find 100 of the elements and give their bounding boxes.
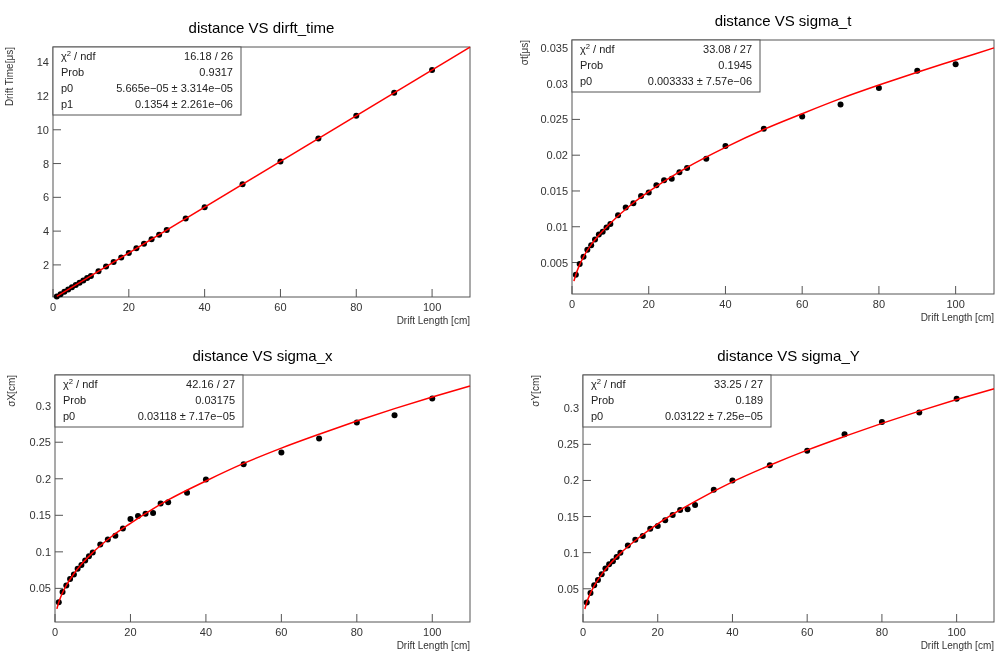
x-tick-label: 100	[423, 626, 442, 638]
annotation: 0.1945	[718, 59, 752, 71]
annotation: 0.9317	[199, 66, 233, 78]
y-tick-label: 0.1	[35, 545, 51, 558]
y-tick-label: 0.05	[29, 582, 51, 595]
annotation: χ$^{2}$ / ndf	[591, 376, 627, 390]
y-tick-label: 0.015	[540, 184, 568, 197]
annotation: χ$^{2}$ / ndf	[580, 41, 616, 55]
annotation: 0.03175	[195, 394, 235, 406]
annotation: Prob	[63, 394, 87, 406]
annotation: p1	[61, 98, 74, 110]
y-tick-label: 0.3	[563, 402, 579, 415]
x-tick-label: 80	[350, 301, 363, 313]
annotation: 16.18 / 26	[184, 50, 233, 62]
annotation: 0.003333 ± 7.57e−06	[647, 75, 752, 87]
x-axis-title: Drift Length [cm]	[396, 315, 471, 326]
chart-title: distance VS sigma_t	[714, 12, 853, 29]
x-tick-label: 20	[122, 301, 135, 313]
chart-title: distance VS sigma_x	[192, 347, 334, 364]
x-tick-label: 40	[198, 301, 211, 313]
point	[875, 84, 882, 91]
point	[837, 101, 844, 108]
chart-title: distance VS dirft_time	[188, 19, 335, 36]
annotation: 42.16 / 27	[186, 378, 235, 390]
annotation: p0	[591, 410, 604, 422]
y-tick-label: 0.15	[29, 509, 51, 522]
annotation: p0	[61, 82, 74, 94]
x-tick-label: 80	[875, 626, 889, 638]
x-tick-label: 40	[199, 626, 213, 638]
x-tick-label: 60	[796, 298, 809, 310]
point	[692, 502, 699, 508]
x-tick-label: 20	[642, 298, 655, 310]
x-tick-label: 80	[872, 298, 886, 310]
annotation: 0.189	[735, 394, 763, 406]
x-tick-label: 60	[274, 301, 287, 313]
y-tick-label: 0.025	[540, 113, 568, 126]
x-tick-label: 0	[51, 626, 59, 638]
line-series	[573, 47, 995, 282]
y-tick-label: 0.01	[546, 220, 568, 233]
x-tick-label: 0	[579, 626, 587, 638]
x-axis-title: Drift Length [cm]	[920, 312, 995, 323]
x-tick-label: 80	[350, 626, 363, 638]
point	[150, 510, 157, 517]
x-tick-label: 100	[422, 301, 442, 313]
annotation: Prob	[61, 66, 85, 78]
point	[684, 506, 691, 513]
y-tick-label: 0.035	[540, 41, 568, 54]
y-tick-label: 0.25	[29, 436, 51, 449]
x-tick-label: 60	[801, 626, 814, 638]
x-axis-title: Drift Length [cm]	[920, 640, 995, 651]
annotation: 33.25 / 27	[714, 378, 763, 390]
y-tick-label: 0.1	[563, 546, 579, 559]
y-tick-label: 0.05	[557, 582, 579, 595]
y-tick-label: 0.15	[557, 510, 579, 523]
annotation: 33.08 / 27	[703, 43, 752, 55]
x-tick-label: 0	[568, 298, 576, 310]
point	[799, 113, 806, 120]
y-tick-label: 10	[36, 123, 49, 136]
y-tick-label: 14	[36, 56, 49, 69]
annotation: 0.1354 ± 2.261e−06	[134, 98, 233, 110]
chart-title: distance VS sigma_Y	[717, 347, 860, 364]
x-tick-label: 40	[726, 626, 739, 638]
annotation: Prob	[591, 394, 615, 406]
annotation: 0.03118 ± 7.17e−05	[137, 410, 235, 422]
y-axis-title: Drift Time[μs]	[4, 46, 15, 107]
y-tick-label: 0.2	[563, 474, 579, 487]
y-axis-title: σY[cm]	[530, 374, 541, 407]
x-axis-title: Drift Length [cm]	[396, 640, 471, 651]
point	[391, 412, 398, 419]
x-tick-label: 100	[946, 298, 965, 310]
x-tick-label: 20	[124, 626, 137, 638]
x-tick-label: 0	[49, 301, 57, 313]
x-tick-label: 20	[651, 626, 664, 638]
annotation: Prob	[580, 59, 604, 71]
point	[127, 515, 134, 522]
y-tick-label: 0.02	[546, 149, 568, 162]
y-tick-label: 0.005	[540, 256, 568, 269]
y-tick-label: 8	[42, 157, 49, 170]
y-axis-title: σt[μs]	[519, 39, 530, 66]
y-tick-label: 12	[36, 89, 49, 102]
annotation: 0.03122 ± 7.25e−05	[664, 410, 763, 422]
annotation: p0	[63, 410, 76, 422]
y-tick-label: 0.2	[35, 472, 51, 485]
y-tick-label: 4	[42, 225, 49, 238]
x-tick-label: 100	[947, 626, 966, 638]
annotation: χ$^{2}$ / ndf	[61, 48, 97, 62]
y-axis-title: σX[cm]	[6, 374, 17, 407]
annotation: p0	[580, 75, 593, 87]
y-tick-label: 0.03	[546, 77, 568, 90]
point	[952, 61, 959, 68]
x-tick-label: 40	[719, 298, 732, 310]
x-tick-label: 60	[275, 626, 288, 638]
point	[278, 449, 285, 456]
y-tick-label: 0.3	[35, 399, 51, 412]
y-tick-label: 0.25	[557, 438, 579, 451]
annotation: 5.665e−05 ± 3.314e−05	[116, 82, 233, 94]
point	[316, 435, 323, 442]
annotation: χ$^{2}$ / ndf	[63, 376, 99, 390]
y-tick-label: 2	[42, 258, 49, 271]
y-tick-label: 6	[42, 191, 49, 204]
